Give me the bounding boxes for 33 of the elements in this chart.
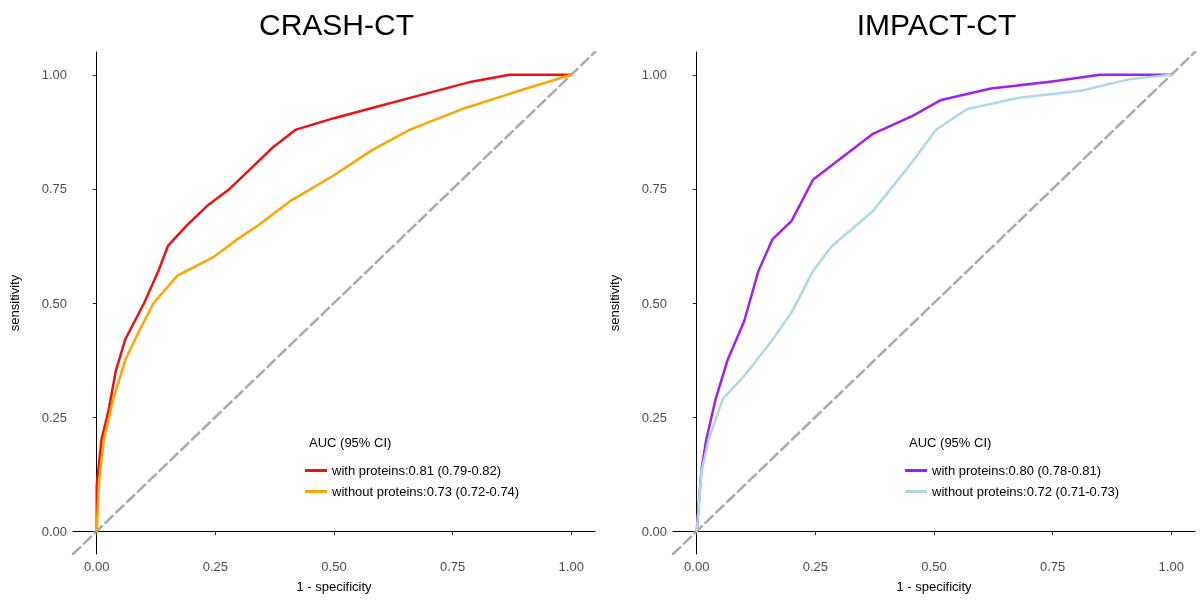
x-tick-label: 0.50 bbox=[321, 559, 347, 574]
y-tick-label: 0.50 bbox=[641, 295, 667, 311]
y-tick-label: 1.00 bbox=[41, 67, 67, 83]
x-tick-label: 0.25 bbox=[202, 559, 229, 574]
x-tick-label: 0.75 bbox=[1039, 559, 1066, 574]
x-axis-title: 1 - specificity bbox=[296, 579, 373, 594]
chart-title: CRASH-CT bbox=[259, 7, 414, 41]
x-tick-label: 0.00 bbox=[684, 559, 710, 574]
x-tick-label: 0.00 bbox=[84, 559, 110, 574]
y-tick-label: 0.50 bbox=[41, 295, 67, 311]
x-axis-title: 1 - specificity bbox=[896, 579, 973, 594]
legend-label: with proteins:0.81 (0.79-0.82) bbox=[331, 463, 502, 478]
y-tick-label: 0.25 bbox=[41, 409, 67, 425]
y-axis-title: sensitivity bbox=[7, 274, 22, 332]
legend-title: AUC (95% CI) bbox=[309, 435, 392, 450]
x-tick-label: 0.50 bbox=[921, 559, 947, 574]
x-tick-label: 1.00 bbox=[558, 559, 584, 574]
legend-label: without proteins:0.72 (0.71-0.73) bbox=[931, 484, 1120, 499]
y-tick-label: 0.00 bbox=[641, 523, 667, 539]
y-tick-label: 0.00 bbox=[41, 523, 67, 539]
y-axis-title: sensitivity bbox=[607, 274, 622, 332]
x-tick-label: 0.25 bbox=[802, 559, 829, 574]
legend-label: with proteins:0.80 (0.78-0.81) bbox=[931, 463, 1102, 478]
line-series bbox=[95, 73, 573, 533]
y-tick-label: 0.25 bbox=[641, 409, 667, 425]
x-tick-label: 0.75 bbox=[439, 559, 466, 574]
y-tick-label: 1.00 bbox=[641, 67, 667, 83]
y-tick-label: 0.75 bbox=[41, 181, 67, 197]
x-tick-label: 1.00 bbox=[1158, 559, 1184, 574]
chart-title: IMPACT-CT bbox=[856, 7, 1017, 41]
legend-label: without proteins:0.73 (0.72-0.74) bbox=[331, 484, 520, 499]
legend-title: AUC (95% CI) bbox=[909, 435, 992, 450]
y-tick-label: 0.75 bbox=[641, 181, 667, 197]
